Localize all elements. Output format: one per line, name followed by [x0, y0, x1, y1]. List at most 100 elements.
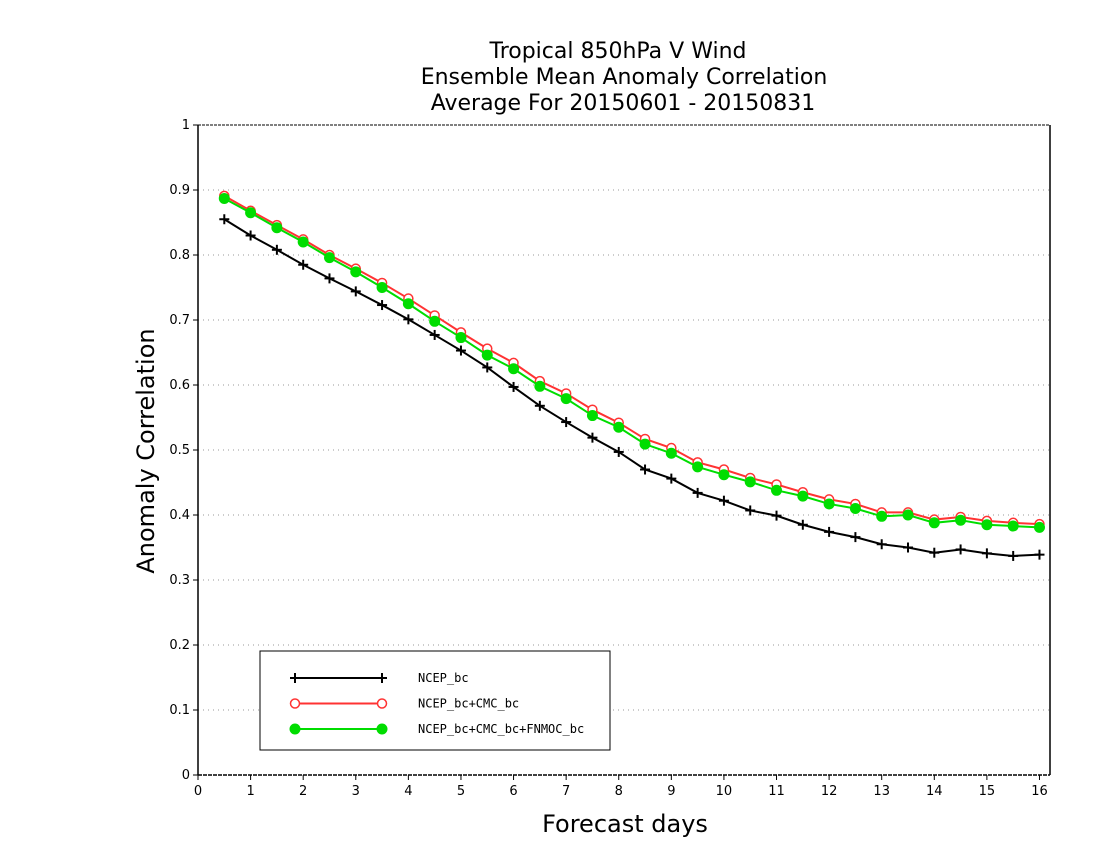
data-point	[928, 517, 940, 529]
data-point	[376, 282, 388, 293]
data-point	[481, 349, 493, 361]
data-point	[587, 432, 598, 443]
x-tick-label: 11	[768, 784, 785, 799]
legend: NCEP_bc NCEP_bc+CMC_bc NCEP_bc+CMC_bc+FNMO…	[259, 650, 611, 751]
legend-label: NCEP_bc+CMC_bc+FNMOC_bc	[418, 722, 584, 736]
chart-title: Tropical 850hPa V Wind Ensemble Mean Ano…	[421, 39, 828, 116]
title-line-3: Average For 20150601 - 20150831	[431, 91, 816, 116]
y-tick-label: 0.5	[169, 443, 190, 458]
data-point	[665, 447, 677, 459]
data-point	[692, 461, 704, 473]
data-point	[377, 300, 388, 311]
data-point	[929, 547, 940, 558]
data-point	[797, 519, 808, 530]
data-point	[903, 542, 913, 553]
x-tick-label: 7	[562, 784, 570, 799]
data-point	[455, 345, 466, 356]
data-point	[350, 266, 362, 278]
data-point	[640, 464, 651, 475]
x-axis-ticks: 0 1 2 3 4 5 6 7 8 9 10 11 12 13 14 15 16	[194, 775, 1048, 799]
legend-marker-end	[376, 723, 388, 735]
data-point	[245, 230, 256, 241]
y-tick-label: 1	[182, 118, 190, 133]
legend-marker-end	[377, 673, 387, 683]
data-point	[561, 417, 572, 428]
y-tick-label: 0.8	[169, 248, 190, 263]
x-tick-label: 13	[873, 784, 890, 799]
y-tick-label: 0	[182, 768, 190, 783]
x-tick-label: 0	[194, 784, 202, 799]
data-point	[324, 273, 335, 284]
legend-marker-start	[289, 723, 301, 735]
data-point	[323, 252, 335, 264]
data-point	[586, 410, 598, 422]
x-tick-label: 15	[979, 784, 996, 799]
data-point	[771, 510, 782, 521]
data-point	[876, 510, 888, 522]
y-tick-label: 0.9	[169, 183, 190, 198]
data-point	[771, 484, 783, 496]
series-1	[219, 214, 1045, 561]
data-point	[429, 315, 441, 327]
title-line-1: Tropical 850hPa V Wind	[488, 39, 746, 64]
y-axis-ticks: 0 0.1 0.2 0.3 0.4 0.5 0.6 0.7 0.8 0.9 1	[169, 118, 198, 783]
data-point	[981, 519, 993, 531]
data-point	[639, 438, 651, 450]
x-tick-label: 10	[716, 784, 733, 799]
y-tick-label: 0.7	[169, 313, 190, 328]
series-line	[223, 194, 1040, 526]
data-point	[955, 544, 966, 555]
y-tick-label: 0.3	[169, 573, 190, 588]
data-point	[219, 214, 230, 225]
data-point	[797, 490, 809, 502]
x-tick-label: 4	[404, 784, 412, 799]
data-point	[218, 192, 230, 204]
data-point	[271, 244, 282, 255]
data-point	[297, 236, 309, 248]
y-axis-label: Anomaly Correlation	[132, 328, 160, 573]
data-point	[271, 222, 283, 234]
data-point	[560, 393, 572, 405]
x-tick-label: 9	[667, 784, 675, 799]
data-series	[218, 190, 1045, 561]
x-tick-label: 5	[457, 784, 465, 799]
data-point	[823, 498, 835, 510]
y-tick-label: 0.6	[169, 378, 190, 393]
y-tick-label: 0.1	[169, 703, 190, 718]
legend-marker-start	[289, 698, 301, 709]
x-axis-label: Forecast days	[542, 810, 708, 838]
data-point	[613, 421, 625, 433]
data-point	[455, 332, 467, 344]
data-point	[849, 503, 861, 514]
data-point	[1007, 520, 1019, 532]
x-tick-label: 8	[615, 784, 623, 799]
data-point	[1008, 550, 1019, 561]
data-point	[508, 363, 520, 375]
data-point	[745, 505, 756, 516]
data-point	[955, 514, 967, 526]
series-3	[218, 192, 1045, 533]
data-point	[429, 329, 440, 340]
data-point	[245, 207, 257, 219]
data-point	[824, 526, 835, 537]
data-point	[350, 286, 361, 297]
data-point	[1033, 521, 1045, 533]
data-point	[534, 400, 545, 411]
series-2	[219, 190, 1045, 530]
data-point	[902, 509, 914, 521]
data-point	[850, 532, 861, 543]
x-tick-label: 14	[926, 784, 943, 799]
legend-marker-end	[376, 698, 388, 709]
series-line	[223, 197, 1040, 529]
data-point	[534, 380, 546, 392]
x-tick-label: 12	[821, 784, 838, 799]
data-point	[298, 259, 309, 270]
data-point	[744, 476, 756, 488]
x-tick-label: 6	[509, 784, 517, 799]
series-line	[223, 218, 1040, 557]
legend-box	[259, 650, 611, 751]
data-point	[613, 446, 624, 457]
data-point	[482, 362, 493, 373]
data-point	[876, 539, 887, 550]
legend-marker-start	[290, 673, 300, 683]
